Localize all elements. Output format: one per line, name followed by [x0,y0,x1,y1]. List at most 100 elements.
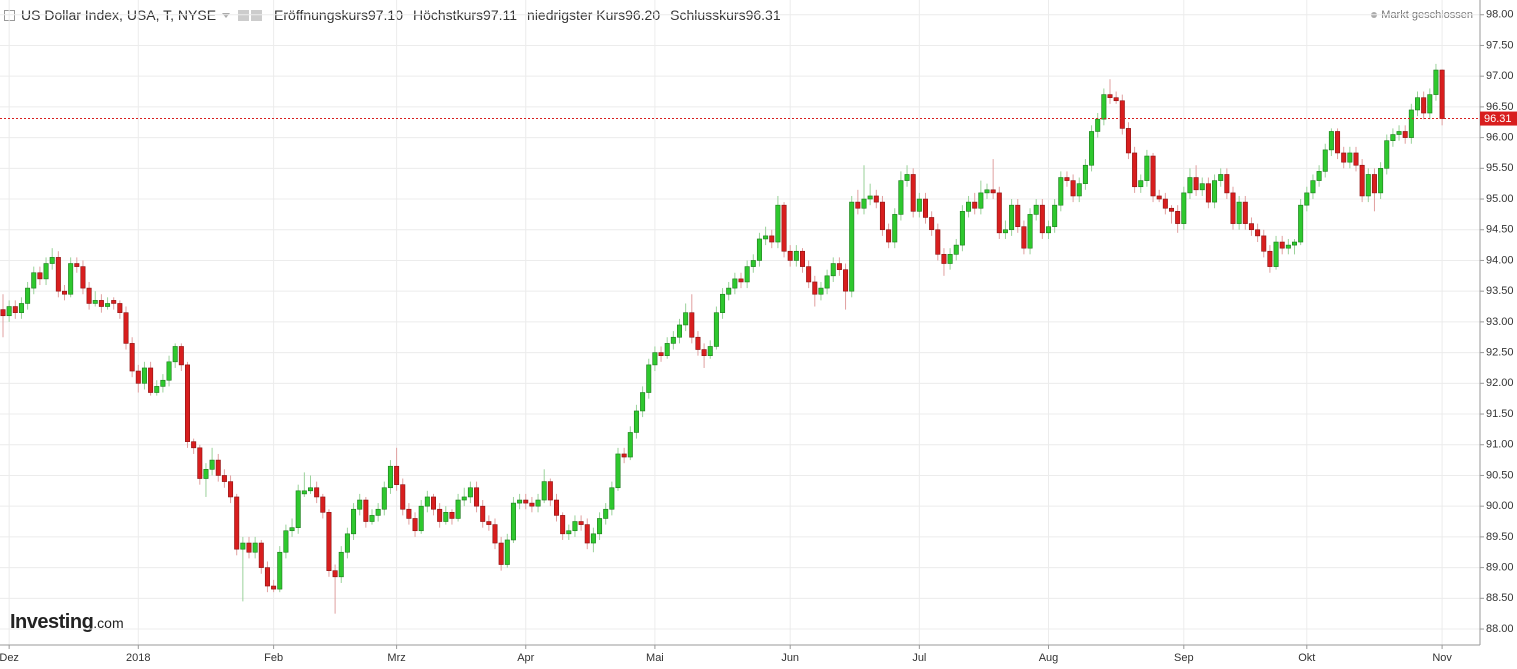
candle-body [37,272,43,280]
candle-body [775,204,781,243]
candle-body [209,459,215,470]
candle-body [49,257,55,264]
dropdown[interactable] [222,12,231,18]
field-value: 97.10 [367,7,403,23]
candle-body [92,300,98,304]
market-status: Markt geschlossen [1371,9,1473,21]
candle-body [1064,177,1070,181]
candle-body [1359,164,1365,197]
candle-body [560,515,566,535]
candle-body [1046,226,1052,234]
candle-body [141,367,147,384]
candle-body [763,235,769,240]
candle-body [929,217,935,231]
candle-body [314,487,320,498]
candle-body [1384,140,1390,169]
candle-body [609,487,615,510]
candle-body [947,254,953,264]
candle-body [418,505,424,532]
candle-body [1292,241,1298,246]
candle-body [394,465,400,485]
candle-body [1255,229,1261,237]
candle-body [277,551,283,590]
y-tick-label: 94.50 [1486,224,1514,236]
candle-body [344,533,350,553]
candle-body [818,287,824,295]
settings-icon[interactable] [251,9,263,21]
field-label: Schlusskurs [670,7,746,23]
candle-body [1224,174,1230,194]
y-tick-label: 88.50 [1486,592,1514,604]
y-tick-label: 96.00 [1486,132,1514,144]
candle-body [197,447,203,479]
candle-body [1138,180,1144,188]
y-tick-label: 91.00 [1486,439,1514,451]
field-label: niedrigster Kurs [527,7,626,23]
candle-body [1033,204,1039,215]
candle-body [443,512,449,522]
candle-body [843,269,849,292]
candle-body [1187,177,1193,194]
candle-body [1002,229,1008,234]
candle-body [584,524,590,544]
candle-body [941,254,947,264]
y-tick-label: 95.50 [1486,162,1514,174]
candle-body [191,441,197,449]
candle-body [1421,97,1427,114]
candle-body [1371,174,1377,194]
candle-body [172,346,178,363]
candle-body [1236,201,1242,224]
logo-name: Investing [10,611,94,633]
candle-body [738,278,744,283]
candle-body [1021,226,1027,249]
x-tick-label: Aug [1039,652,1059,664]
x-tick-label: Jul [912,652,926,664]
candle-body [252,542,258,553]
field-label: Höchstkurs [413,7,484,23]
candle-body [1070,180,1076,197]
candle-body [1205,183,1211,203]
camera-icon[interactable] [238,9,250,21]
candle-body [381,487,387,510]
candle-body [1156,195,1162,200]
candle-body [1058,177,1064,206]
candle-body [357,499,363,510]
candle-body [1193,177,1199,191]
candle-body [43,263,49,280]
y-tick-label: 95.00 [1486,193,1514,205]
candle-body [1427,94,1433,114]
candle-body [437,508,443,522]
candle-body [18,303,24,313]
candle-body [707,346,713,356]
candle-body [640,392,646,412]
candle-body [916,198,922,212]
candle-body [1107,94,1113,98]
x-tick-label: Feb [264,652,283,664]
chart-title: US Dollar Index, USA, T, NYSE [21,7,217,23]
x-tick-label: 2018 [126,652,150,664]
candle-body [529,502,535,507]
candle-body [363,499,369,522]
candle-body [492,524,498,544]
candle-body [375,508,381,516]
candle-body [203,469,209,479]
candle-body [978,192,984,209]
collapse-icon[interactable] [4,9,15,21]
candle-body [1267,250,1273,267]
candle-body [1052,204,1058,227]
candle-body [498,542,504,565]
y-tick-label: 90.00 [1486,500,1514,512]
candle-body [1365,174,1371,197]
candle-body [1113,97,1119,102]
x-tick-label: Sep [1174,652,1194,664]
candle-body [264,567,270,587]
candle-body [867,195,873,200]
candle-body [461,496,467,501]
status-dot [1371,12,1378,19]
price-label: 96.31 [1484,113,1512,125]
candle-body [86,287,92,304]
candle-body [633,410,639,433]
candle-body [12,306,18,313]
field-value: 96.20 [625,7,661,23]
